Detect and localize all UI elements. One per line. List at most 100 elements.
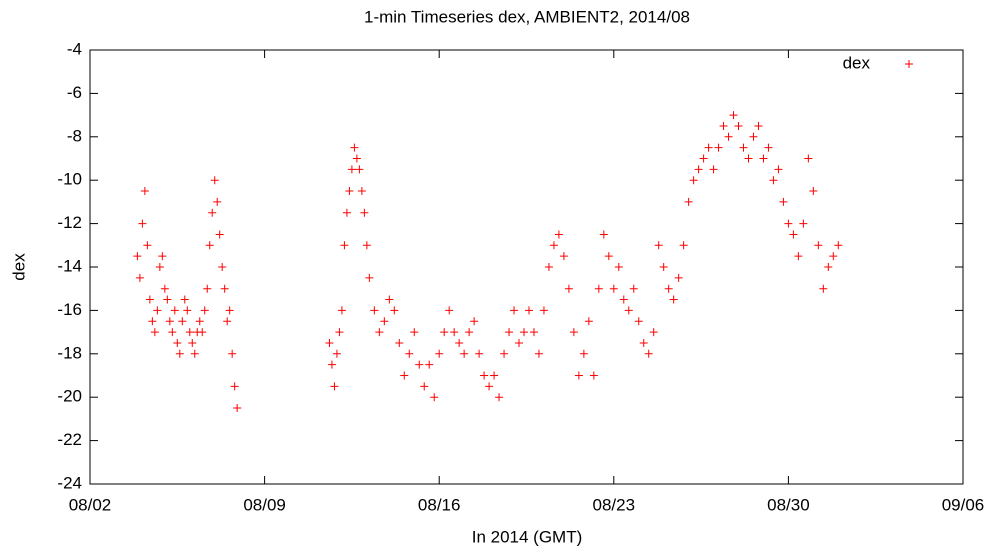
point [395,338,404,347]
point [345,187,354,196]
point [799,219,808,228]
point [544,263,553,271]
point [183,306,192,315]
point [170,306,179,315]
y-tick-label: -16 [57,300,82,319]
point [500,349,509,358]
point [380,317,389,326]
point [330,382,339,391]
point [714,143,723,152]
x-tick-label: 09/06 [942,495,985,514]
point [465,328,474,337]
point [215,230,224,239]
point [365,273,374,282]
point [639,338,648,347]
point [549,241,558,250]
point [505,328,514,337]
legend-symbol [905,60,913,68]
x-tick-label: 08/23 [593,495,636,514]
point [445,306,454,315]
y-tick-label: -22 [57,430,82,449]
point [614,263,623,271]
point [195,317,204,326]
point [158,252,167,261]
point [173,338,182,347]
point [420,382,429,391]
point [178,317,187,326]
point [490,371,499,380]
point [819,284,828,293]
point [524,306,533,315]
point [200,306,209,315]
point [475,349,484,358]
point [160,284,169,293]
point [327,360,336,369]
point [355,165,364,174]
point [347,165,356,174]
point [495,393,504,402]
point [599,230,608,239]
point [470,317,479,326]
point [163,295,172,304]
point [809,187,818,196]
point [834,241,843,250]
point [460,349,469,358]
point [539,306,548,315]
point [789,230,798,239]
point [804,154,813,163]
point [729,111,738,120]
point [529,328,538,337]
point [190,349,199,358]
point [520,328,529,337]
point [140,187,149,196]
point [400,371,409,380]
point [654,241,663,250]
point [198,328,207,337]
point [165,317,174,326]
x-tick-label: 08/02 [69,495,112,514]
point [669,295,678,304]
point [574,371,583,380]
point [739,143,748,152]
point [814,241,823,250]
point [208,208,217,217]
point [699,154,708,163]
point [559,252,568,261]
point [554,230,563,239]
point [218,263,227,271]
point [342,208,351,217]
point [764,143,773,152]
y-tick-label: -4 [67,39,82,58]
y-tick-label: -10 [57,170,82,189]
point [225,306,234,315]
point [153,306,162,315]
point [337,306,346,315]
point [569,328,578,337]
x-tick-label: 08/16 [418,495,461,514]
point [564,284,573,293]
point [609,284,618,293]
point [168,328,177,337]
point [759,154,768,163]
point [210,176,219,185]
point [440,328,449,337]
point [145,295,154,304]
y-tick-label: -24 [57,473,82,492]
point [604,252,613,261]
point [684,197,693,206]
point [143,241,152,250]
point [634,317,643,326]
legend-label: dex [843,53,871,72]
point [175,349,184,358]
point [150,328,159,337]
point [534,349,543,358]
point [138,219,147,228]
point [430,393,439,402]
point [335,328,344,337]
point [769,176,778,185]
point [370,306,379,315]
point [485,382,494,391]
point [405,349,414,358]
point [435,349,444,358]
